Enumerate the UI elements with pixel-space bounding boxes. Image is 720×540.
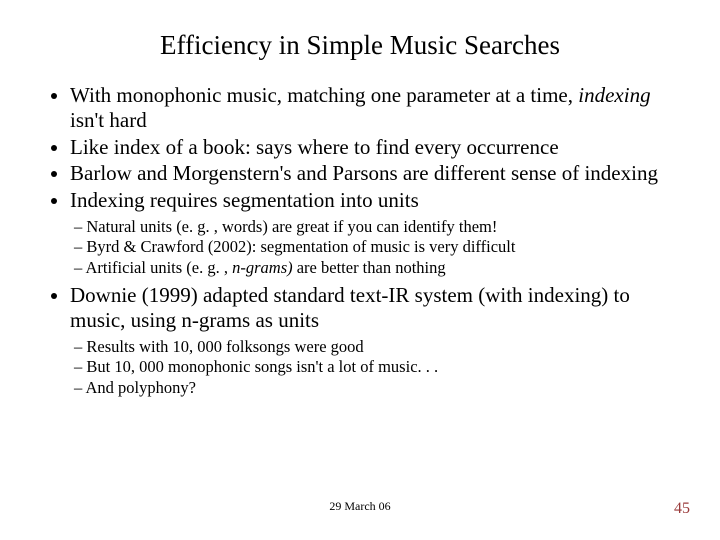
sub-4c: Artificial units (e. g. , n-grams) are b… [74,258,684,277]
bullet-5: Downie (1999) adapted standard text-IR s… [70,283,684,333]
slide-title: Efficiency in Simple Music Searches [36,30,684,61]
page-number: 45 [674,500,690,518]
sub-4c-em: n-grams) [232,258,293,277]
sub-4c-pre: Artificial units (e. g. , [85,258,232,277]
sublist-4: Natural units (e. g. , words) are great … [36,217,684,277]
sub-4b: Byrd & Crawford (2002): segmentation of … [74,237,684,256]
bullet-1-pre: With monophonic music, matching one para… [70,83,578,107]
bullet-1-em: indexing [578,83,650,107]
sub-4a: Natural units (e. g. , words) are great … [74,217,684,236]
slide: Efficiency in Simple Music Searches With… [0,0,720,540]
sub-5a: Results with 10, 000 folksongs were good [74,337,684,356]
bullet-1: With monophonic music, matching one para… [70,83,684,133]
bullet-4: Indexing requires segmentation into unit… [70,188,684,213]
bullet-list: With monophonic music, matching one para… [44,83,684,213]
sublist-5: Results with 10, 000 folksongs were good… [36,337,684,397]
sub-5b: But 10, 000 monophonic songs isn't a lot… [74,357,684,376]
bullet-2: Like index of a book: says where to find… [70,135,684,160]
sub-5c: And polyphony? [74,378,684,397]
bullet-list-2: Downie (1999) adapted standard text-IR s… [44,283,684,333]
footer-date: 29 March 06 [0,499,720,514]
sub-4c-post: are better than nothing [293,258,446,277]
bullet-3: Barlow and Morgenstern's and Parsons are… [70,161,684,186]
bullet-1-post: isn't hard [70,108,147,132]
